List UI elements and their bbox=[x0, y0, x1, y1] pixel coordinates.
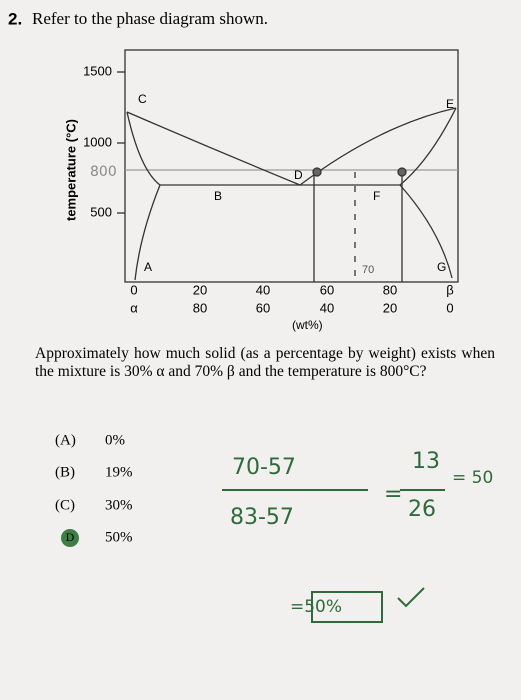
option-text: 19% bbox=[105, 464, 133, 480]
x-tick-top: β bbox=[446, 282, 453, 297]
liquidus bbox=[126, 107, 457, 186]
check-mark bbox=[397, 587, 425, 608]
phase-diagram bbox=[117, 49, 459, 283]
handwriting: 26 bbox=[408, 497, 436, 522]
region-label: D bbox=[294, 168, 303, 182]
x-axis-label: (wt%) bbox=[292, 318, 323, 332]
y-tick-label: 1500 bbox=[83, 63, 112, 78]
handwriting: 83-57 bbox=[230, 505, 294, 530]
solidus-left bbox=[126, 111, 161, 186]
answer-box bbox=[311, 591, 383, 623]
option-letter: (B) bbox=[55, 464, 75, 480]
y-tick-label: 500 bbox=[90, 204, 112, 219]
solidus-right bbox=[399, 107, 457, 186]
x-tick-bottom: 40 bbox=[320, 300, 334, 315]
handwritten-70: 70 bbox=[362, 264, 374, 276]
question-text: Approximately how much solid (as a perce… bbox=[35, 345, 495, 380]
region-label: F bbox=[373, 189, 380, 203]
x-tick-bottom: 0 bbox=[446, 300, 453, 315]
x-tick-bottom: α bbox=[130, 300, 138, 315]
selected-marker bbox=[61, 529, 79, 547]
solvus-right bbox=[399, 184, 453, 279]
option-letter: D bbox=[66, 530, 75, 544]
handwriting: =50% bbox=[290, 597, 342, 617]
option-text: 30% bbox=[105, 497, 133, 513]
region-label: A bbox=[144, 260, 152, 274]
tie-point bbox=[312, 167, 322, 177]
question-number: 2. bbox=[8, 9, 22, 28]
solvus-left bbox=[134, 184, 161, 281]
question-prompt: Refer to the phase diagram shown. bbox=[32, 9, 268, 28]
handwriting: = 50 bbox=[452, 468, 493, 488]
region-label: C bbox=[138, 92, 147, 106]
x-tick-top: 60 bbox=[320, 282, 334, 297]
x-tick-top: 0 bbox=[130, 282, 137, 297]
y-tick-label: 1000 bbox=[83, 134, 112, 149]
x-tick-top: 40 bbox=[256, 282, 270, 297]
x-tick-bottom: 60 bbox=[256, 300, 270, 315]
x-tick-bottom: 20 bbox=[383, 300, 397, 315]
region-label: E bbox=[446, 97, 454, 111]
option-text: 0% bbox=[105, 432, 125, 448]
handwritten-800: 800 bbox=[90, 164, 117, 180]
handwriting: = bbox=[384, 482, 402, 507]
y-axis-label: temperature (°C) bbox=[63, 119, 78, 221]
question-text-box: Approximately how much solid (as a perce… bbox=[35, 345, 495, 380]
handwriting: 70-57 bbox=[232, 455, 296, 480]
option-letter: (A) bbox=[55, 432, 76, 448]
option-text: 50% bbox=[105, 529, 133, 545]
tie-point bbox=[397, 167, 407, 177]
region-label: G bbox=[437, 260, 446, 274]
x-tick-top: 20 bbox=[193, 282, 207, 297]
x-tick-top: 80 bbox=[383, 282, 397, 297]
handwriting: 13 bbox=[412, 449, 440, 474]
x-tick-bottom: 80 bbox=[193, 300, 207, 315]
region-label: B bbox=[214, 189, 222, 203]
option-letter: (C) bbox=[55, 497, 75, 513]
diagram-frame bbox=[124, 49, 459, 283]
